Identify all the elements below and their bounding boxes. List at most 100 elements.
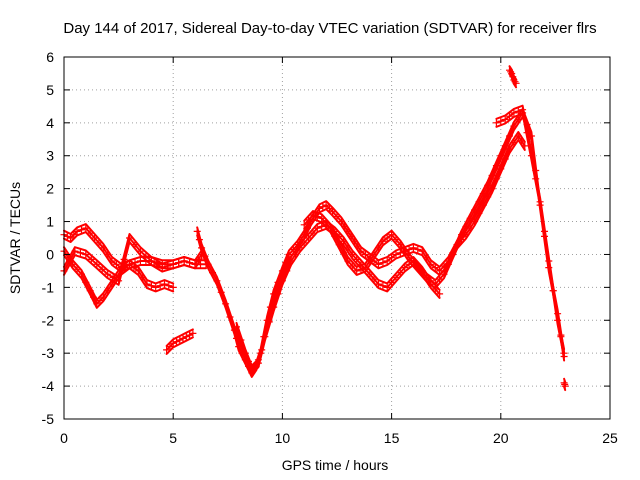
data-point [388,231,400,244]
data-point [180,257,194,267]
data-point [512,79,520,87]
data-point [152,282,164,291]
data-point [204,260,216,277]
data-point [514,132,525,145]
data-point [305,229,317,242]
data-point [126,234,139,249]
data-point [108,257,120,268]
data-point [115,255,128,285]
data-point [136,247,150,260]
y-tick-label: 0 [46,246,54,262]
data-point [316,203,327,212]
data-point [329,208,341,221]
series-line-arc-8 [495,104,566,351]
data-point [104,270,117,281]
data-point [436,290,444,298]
data-point [93,260,106,273]
data-point [370,244,382,258]
data-point [322,201,333,212]
data-point [462,224,474,239]
data-point [383,278,396,291]
y-tick-label: -4 [42,378,55,394]
data-point [375,259,387,268]
data-point [409,244,422,253]
series-line-arc-9 [508,73,518,89]
data-point [99,244,112,258]
data-point [233,323,245,344]
y-tick-label: 6 [46,49,54,65]
data-point [278,259,290,275]
data-point [78,270,90,286]
data-point [471,209,483,225]
data-point [418,247,430,262]
data-point [527,152,540,183]
x-tick-label: 10 [275,430,291,446]
data-point [379,234,391,245]
chart-title: Day 144 of 2017, Sidereal Day-to-day VTE… [63,20,596,37]
data-point [401,260,413,272]
data-point [501,132,513,150]
series-line-arc-6 [235,219,441,367]
data-point [136,257,150,265]
data-point [287,251,299,265]
data-point [82,251,95,263]
series-line-arc-2 [63,254,175,309]
plot-series [60,65,569,392]
data-point [254,346,266,367]
y-tick-label: 5 [46,82,54,98]
data-point [466,206,479,222]
x-tick-label: 25 [602,430,618,446]
data-point [344,227,355,240]
data-point [222,300,234,321]
data-point [510,76,519,86]
series-line-arc-5 [196,139,526,378]
data-point [285,246,297,258]
data-point [431,275,444,288]
data-point [497,155,509,173]
data-point [560,349,568,357]
data-point [261,318,273,341]
series-line-arc-2 [63,246,175,301]
data-point [337,218,349,230]
data-point [143,280,155,290]
data-point [263,303,274,324]
data-point [353,265,365,275]
y-tick-label: -3 [42,345,55,361]
data-point [147,257,161,268]
data-point [169,259,183,268]
data-point [82,224,94,237]
data-point [161,280,173,290]
data-point [357,247,369,258]
y-tick-label: -1 [42,279,55,295]
data-point [536,198,548,235]
data-point [492,152,505,170]
data-point [126,260,138,272]
y-axis: -5 -4 -3 -2 -1 0 1 2 3 4 5 6 [42,49,610,427]
x-tick-label: 15 [384,430,400,446]
data-point [351,237,362,250]
data-point [198,244,209,260]
data-point [561,382,569,390]
data-point [488,175,500,193]
series-line-arc-4 [165,336,194,355]
data-point [383,254,396,265]
y-axis-label: SDTVAR / TECUs [7,182,23,294]
data-point [449,241,461,258]
data-point [340,237,352,252]
series-line-arc-9 [508,65,518,81]
data-point [300,216,313,229]
series-line-arc-3 [63,241,203,286]
y-tick-label: 2 [46,181,54,197]
data-point [545,257,557,295]
data-point [458,223,470,239]
data-point [158,262,172,272]
data-point [309,211,321,221]
data-point [296,239,308,252]
data-point [241,349,252,365]
data-point [375,280,387,290]
data-point [230,326,240,342]
data-point [527,132,540,174]
data-point [392,269,404,281]
data-point [176,334,187,344]
